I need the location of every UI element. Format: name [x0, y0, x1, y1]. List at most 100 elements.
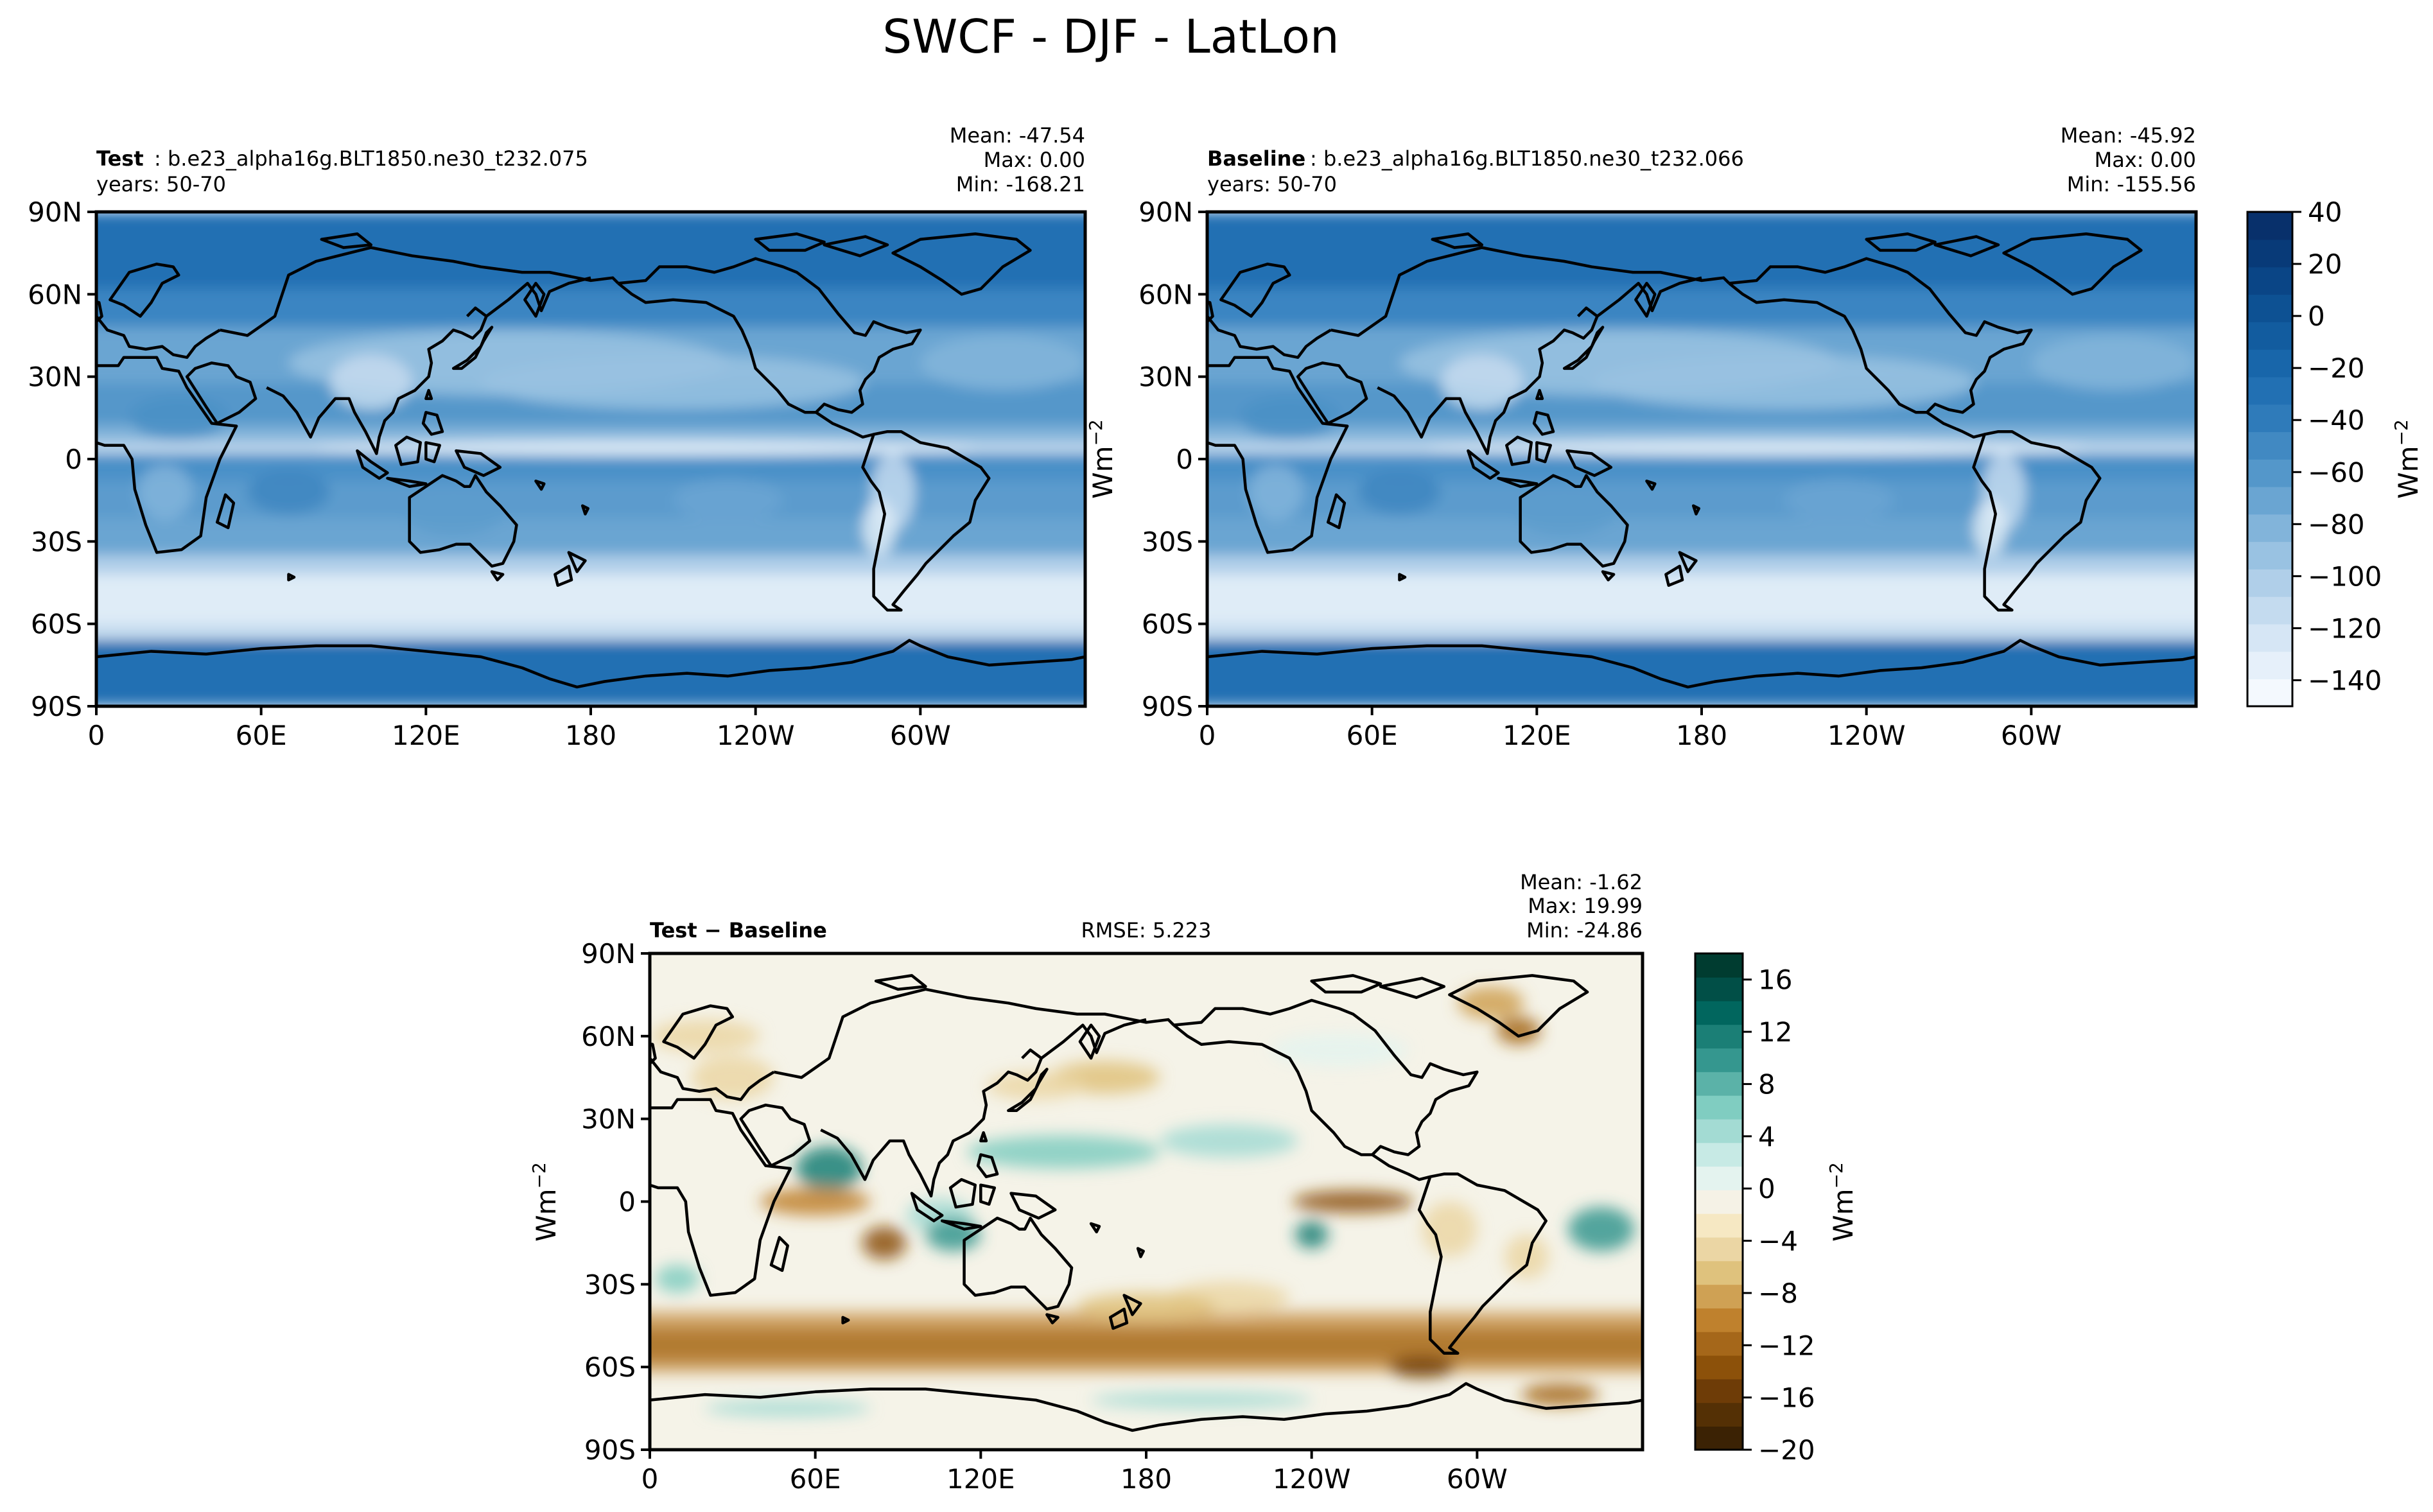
- test-years: years: 50-70: [96, 172, 226, 196]
- test-ytick-label: 90S: [31, 691, 82, 722]
- colorbar-top-swatch: [2247, 623, 2292, 652]
- colorbar-top-swatch: [2247, 212, 2292, 240]
- colorbar-diff-swatch: [1695, 1072, 1743, 1096]
- colorbar-top-swatch: [2247, 404, 2292, 433]
- baseline-stat-max: Max: 0.00: [2095, 148, 2196, 172]
- baseline-ytick-label: 60N: [1138, 279, 1193, 310]
- test-map-field: [96, 212, 1085, 706]
- baseline-stat-mean: Mean: -45.92: [2061, 123, 2196, 148]
- colorbar-top-tick-label: 0: [2308, 300, 2325, 332]
- colorbar-diff-tick-label: −4: [1758, 1226, 1798, 1257]
- colorbar-diff-swatch: [1695, 1024, 1743, 1049]
- colorbar-diff-swatch: [1695, 1166, 1743, 1190]
- diff-axis-ticks: 0 60E 120E 180 120W 60W 90N 60N 30N 0 30S 60S 90S: [581, 938, 1508, 1495]
- colorbar-top-tick-label: −40: [2308, 404, 2365, 436]
- baseline-ylabel: Wm−2: [1085, 419, 1119, 499]
- colorbar-top-swatch: [2247, 294, 2292, 322]
- test-xtick-label: 120E: [392, 720, 460, 751]
- panel-diff: Test − Baseline RMSE: 5.223 Mean: -1.62 …: [528, 870, 1644, 1495]
- diff-xtick-label: 120E: [946, 1463, 1015, 1495]
- colorbar-top-tick-label: −120: [2308, 613, 2382, 644]
- colorbar-top-swatch: [2247, 679, 2292, 707]
- colorbar-diff-tick-label: −16: [1758, 1382, 1815, 1414]
- test-stat-max: Max: 0.00: [984, 148, 1085, 172]
- baseline-xtick-label: 60W: [2001, 720, 2062, 751]
- colorbar-diff-swatch: [1695, 1190, 1743, 1214]
- baseline-ytick-label: 30N: [1138, 361, 1193, 393]
- diff-ytick-label: 60S: [584, 1351, 636, 1383]
- colorbar-diff-tick-label: 0: [1758, 1173, 1775, 1204]
- colorbar-diff-tick-label: 8: [1758, 1068, 1775, 1100]
- colorbar-diff-tick-label: 4: [1758, 1121, 1775, 1152]
- diff-label: Test − Baseline: [650, 918, 827, 943]
- colorbar-diff-swatch: [1695, 1331, 1743, 1356]
- colorbar-diff-swatch: [1695, 1118, 1743, 1143]
- test-stat-mean: Mean: -47.54: [950, 123, 1085, 148]
- test-xtick-label: 180: [565, 720, 616, 751]
- baseline-ytick-label: 30S: [1142, 526, 1193, 557]
- colorbar-diff-tick-label: 16: [1758, 964, 1792, 996]
- baseline-map-field: [1207, 212, 2196, 706]
- colorbar-top-swatch: [2247, 459, 2292, 487]
- colorbar-diff-swatch: [1695, 1402, 1743, 1427]
- colorbar-diff-swatch: [1695, 1426, 1743, 1450]
- colorbar-diff-label: Wm−2: [1826, 1162, 1859, 1242]
- colorbar-diff-swatch: [1695, 1095, 1743, 1120]
- baseline-xtick-label: 60E: [1347, 720, 1398, 751]
- test-ytick-label: 60N: [28, 279, 82, 310]
- test-xtick-label: 0: [88, 720, 105, 751]
- test-xtick-label: 60E: [236, 720, 287, 751]
- colorbar-diff: 16 12 8 4 0 −4 −8 −12 −16 −20 Wm−2: [1694, 952, 1859, 1466]
- colorbar-top-tick-label: 40: [2308, 196, 2342, 228]
- test-ytick-label: 0: [65, 444, 82, 475]
- colorbar-top-label: Wm−2: [2391, 419, 2424, 499]
- test-ytick-label: 30N: [28, 361, 82, 393]
- panel-test: Test : b.e23_alpha16g.BLT1850.ne30_t232.…: [28, 123, 1087, 751]
- baseline-label-bold: Baseline: [1207, 146, 1305, 171]
- baseline-xtick-label: 0: [1199, 720, 1216, 751]
- colorbar-diff-swatch: [1695, 953, 1743, 978]
- colorbar-top-swatch: [2247, 266, 2292, 295]
- diff-xtick-label: 120W: [1273, 1463, 1351, 1495]
- colorbar-top-tick-label: −80: [2308, 508, 2365, 540]
- baseline-stat-min: Min: -155.56: [2067, 172, 2196, 196]
- colorbar-diff-swatch: [1695, 1142, 1743, 1167]
- colorbar-diff-swatch: [1695, 1378, 1743, 1403]
- baseline-years: years: 50-70: [1207, 172, 1337, 196]
- colorbar-diff-tick-label: 12: [1758, 1016, 1792, 1048]
- diff-ylabel: Wm−2: [528, 1162, 562, 1242]
- diff-ytick-label: 30S: [584, 1269, 636, 1300]
- colorbar-diff-tick-label: −12: [1758, 1330, 1815, 1361]
- test-label-bold: Test: [96, 146, 144, 171]
- baseline-ytick-label: 90N: [1138, 196, 1193, 228]
- colorbar-diff-swatch: [1695, 1260, 1743, 1285]
- colorbar-top-swatch: [2247, 322, 2292, 350]
- colorbar-top: 40 20 0 −20 −40 −60 −80 −100 −120 −140 Wm−2: [2246, 196, 2424, 708]
- diff-xtick-label: 60W: [1447, 1463, 1508, 1495]
- colorbar-top-swatch: [2247, 651, 2292, 680]
- baseline-ytick-label: 0: [1176, 444, 1193, 475]
- diff-stat-min: Min: -24.86: [1526, 918, 1643, 943]
- colorbar-top-tick-label: −100: [2308, 560, 2382, 592]
- diff-xtick-label: 0: [641, 1463, 659, 1495]
- colorbar-diff-swatch: [1695, 1213, 1743, 1238]
- test-xtick-label: 60W: [890, 720, 951, 751]
- colorbar-top-swatch: [2247, 239, 2292, 268]
- baseline-xtick-label: 120W: [1827, 720, 1906, 751]
- diff-map-field: [650, 953, 1643, 1450]
- colorbar-diff-swatch: [1695, 1237, 1743, 1262]
- diff-rmse: RMSE: 5.223: [1081, 918, 1212, 943]
- colorbar-top-tick-label: −140: [2308, 665, 2382, 696]
- diff-ytick-label: 0: [618, 1186, 636, 1218]
- test-ytick-label: 30S: [31, 526, 82, 557]
- colorbar-diff-swatch: [1695, 1048, 1743, 1072]
- test-xtick-label: 120W: [717, 720, 795, 751]
- colorbar-top-swatch: [2247, 569, 2292, 597]
- figure-title: SWCF - DJF - LatLon: [882, 10, 1339, 64]
- colorbar-diff-tick-label: −8: [1758, 1278, 1798, 1309]
- colorbar-diff-swatch: [1695, 977, 1743, 1002]
- panel-baseline: Baseline : b.e23_alpha16g.BLT1850.ne30_t…: [1085, 123, 2198, 751]
- colorbar-top-swatch: [2247, 349, 2292, 378]
- colorbar-top-swatch: [2247, 376, 2292, 405]
- baseline-ytick-label: 90S: [1142, 691, 1193, 722]
